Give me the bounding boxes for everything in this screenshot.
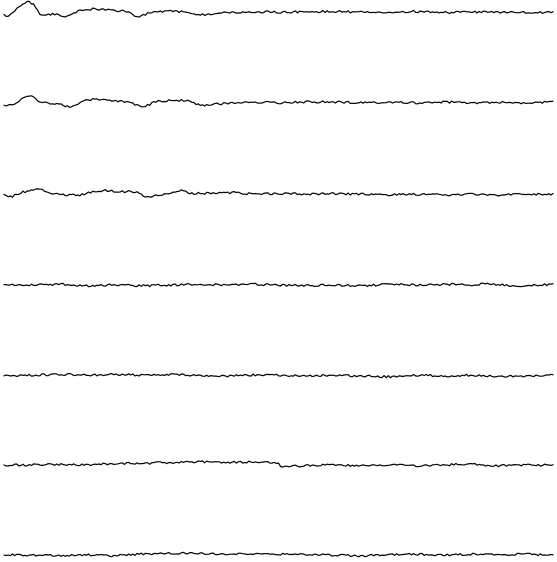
trace-line-2 — [3, 95, 554, 108]
trace-line-7 — [3, 551, 554, 558]
trace-line-5 — [3, 373, 554, 379]
trace-line-4 — [3, 282, 554, 288]
trace-line-3 — [3, 188, 554, 198]
trace-line-1 — [3, 0, 554, 18]
trace-line-6 — [3, 460, 554, 468]
